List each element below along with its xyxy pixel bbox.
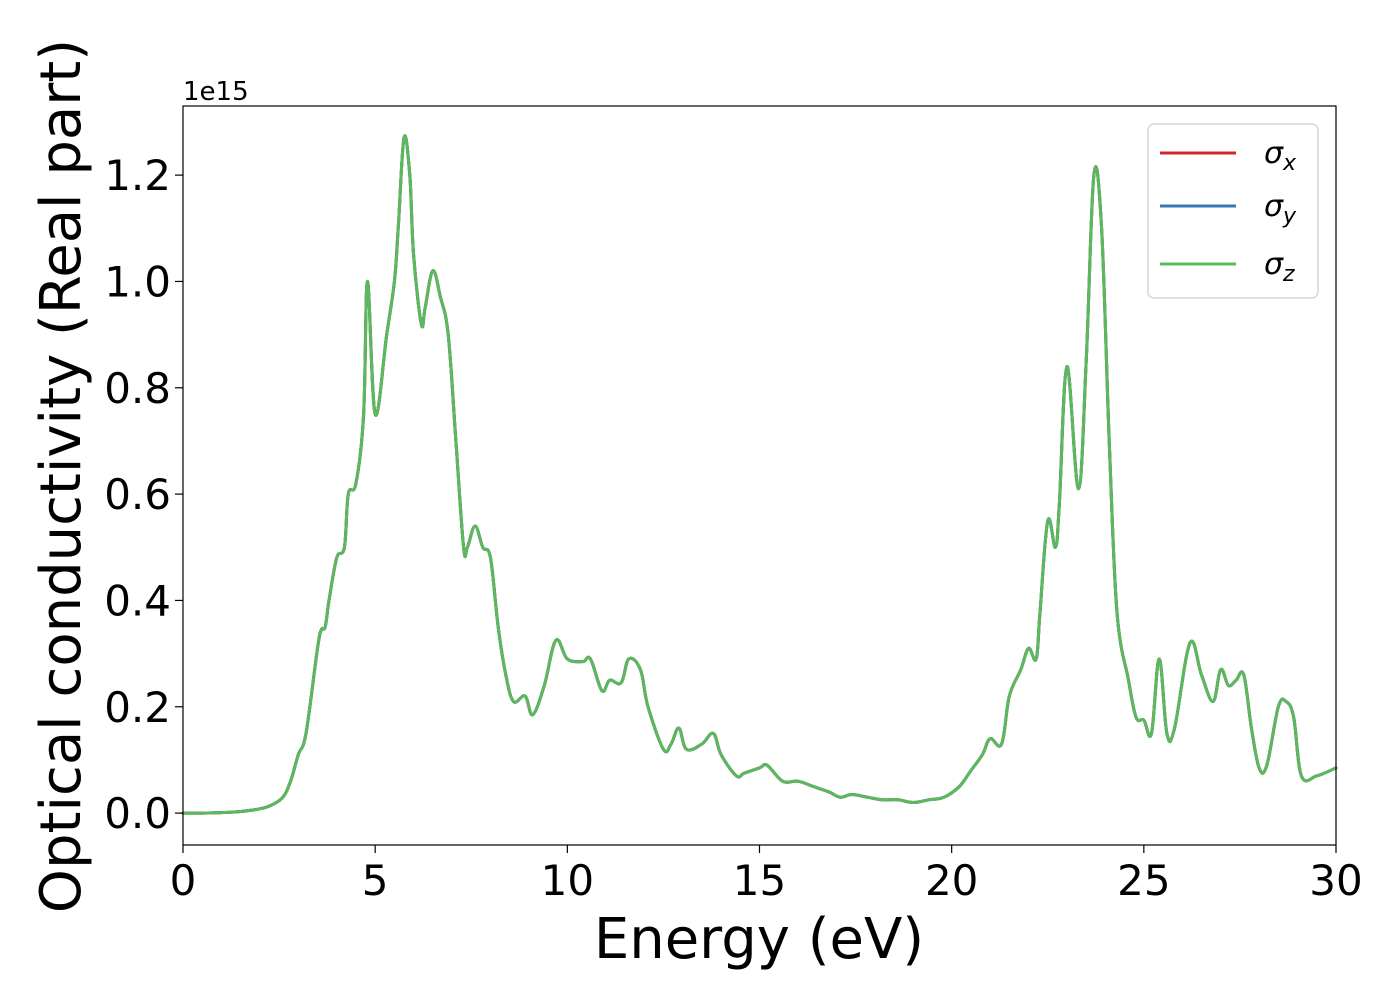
y-axis-label: Optical conductivity (Real part) <box>29 39 94 913</box>
y-tick-label: 0.8 <box>104 364 171 413</box>
y-tick-label: 0.0 <box>104 789 171 838</box>
x-tick-label: 10 <box>541 856 594 905</box>
legend-entry-y: σy <box>1264 189 1297 229</box>
legend-entry-z: σz <box>1264 247 1295 287</box>
legend-entry-x: σx <box>1264 136 1297 176</box>
legend: σx σy σz <box>1147 123 1319 299</box>
x-tick-label: 25 <box>1117 856 1170 905</box>
y-tick-label: 1.0 <box>104 257 171 306</box>
y-tick-label: 1.2 <box>104 151 171 200</box>
x-tick-label: 15 <box>733 856 786 905</box>
y-offset-label: 1e15 <box>183 77 249 107</box>
y-axis-ticks: 0.0 0.2 0.4 0.6 0.8 1.0 1.2 <box>104 151 183 838</box>
series-layer <box>181 134 1338 815</box>
legend-box <box>1147 123 1319 299</box>
y-tick-label: 0.2 <box>104 683 171 732</box>
x-tick-label: 5 <box>362 856 389 905</box>
x-tick-label: 0 <box>170 856 197 905</box>
x-axis-label: Energy (eV) <box>594 907 924 972</box>
x-axis-ticks: 0 5 10 15 20 25 30 <box>170 845 1363 905</box>
x-tick-label: 20 <box>925 856 978 905</box>
series-line-z <box>181 134 1338 815</box>
y-tick-label: 0.4 <box>104 576 171 625</box>
x-tick-label: 30 <box>1309 856 1362 905</box>
y-tick-label: 0.6 <box>104 470 171 519</box>
